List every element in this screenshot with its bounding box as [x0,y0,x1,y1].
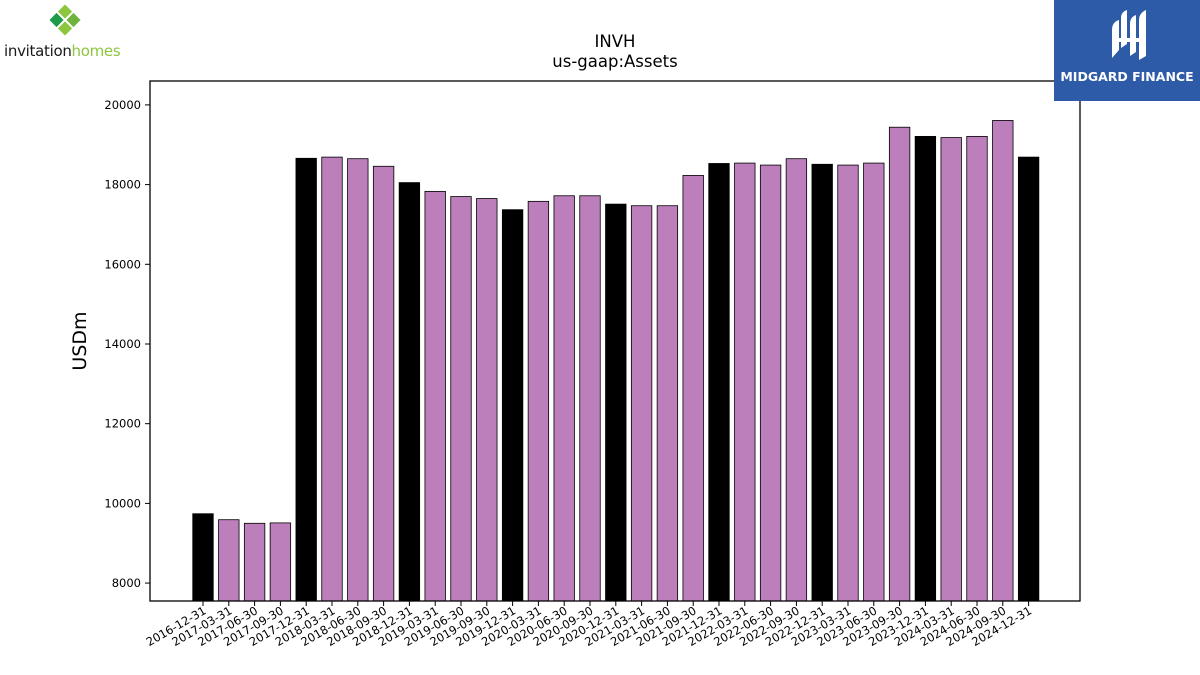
bar-2017-03-31 [218,519,240,602]
bar-2021-09-30 [682,175,704,602]
y-tick-label: 18000 [104,178,141,192]
logo-text-accent: homes [71,42,121,60]
bar-2024-06-30 [966,135,988,602]
bar-2020-06-30 [553,195,575,602]
bar-2018-03-31 [321,156,343,602]
bar-2020-12-31 [605,203,627,602]
bar-2023-03-31 [837,164,859,602]
chart-title: INVH [594,32,636,51]
bar-2024-09-30 [992,120,1014,602]
bar-2021-12-31 [708,163,730,602]
midgard-finance-wordmark: MIDGARD FINANCE [1060,69,1194,84]
y-tick-label: 8000 [112,576,141,590]
y-axis-label: USDm [69,311,91,370]
bar-2022-06-30 [759,164,782,602]
plot-frame [149,80,1081,602]
invitation-homes-logo: invitationhomes [4,4,134,64]
bar-2017-09-30 [269,522,292,602]
bar-2016-12-31 [192,513,214,602]
logo-text-main: invitation [4,42,72,60]
bar-2024-03-31 [940,137,962,602]
bar-2019-09-30 [476,198,498,602]
bar-2018-06-30 [347,158,369,602]
bar-2018-09-30 [372,165,395,602]
bar-2020-09-30 [579,195,601,602]
bar-2022-03-31 [734,162,756,602]
bar-2022-12-31 [811,163,833,602]
bar-2018-12-31 [398,182,421,602]
midgard-finance-logo: MIDGARD FINANCE [1054,0,1200,101]
bar-2017-12-31 [295,157,317,602]
bar-2017-06-30 [243,522,266,602]
y-tick-label: 10000 [104,496,141,510]
bar-2024-12-31 [1017,156,1040,602]
bar-2023-12-31 [914,135,937,602]
y-tick-label: 14000 [104,337,141,351]
bar-2021-06-30 [656,205,679,602]
bar-2023-09-30 [888,126,911,602]
midgard-finance-logo-icon [1112,10,1146,60]
y-tick-label: 16000 [104,257,141,271]
y-tick-label: 20000 [104,98,141,112]
bar-2020-03-31 [527,200,550,602]
bar-2019-03-31 [424,190,446,602]
y-tick-label: 12000 [104,417,141,431]
bar-2019-12-31 [501,209,524,602]
chart-title-block: INVH us-gaap:Assets [150,32,1080,72]
bar-2022-09-30 [785,158,808,602]
bar-2019-06-30 [450,196,472,602]
chart-subtitle: us-gaap:Assets [552,52,678,71]
bar-2021-03-31 [630,205,653,602]
bar-2023-06-30 [863,162,885,602]
invitation-homes-wordmark: invitationhomes [4,42,121,60]
invitation-homes-logo-icon [49,4,81,36]
